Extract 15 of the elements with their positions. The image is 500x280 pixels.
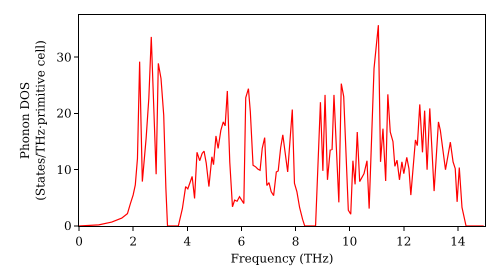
x-tick-label: 12 (396, 234, 412, 248)
y-tick-label: 10 (56, 162, 72, 177)
x-axis-title: Frequency (THz) (230, 251, 334, 266)
x-tick-label: 10 (342, 234, 358, 248)
x-tick-label: 14 (450, 234, 466, 248)
y-tick-label: 30 (56, 50, 72, 64)
x-tick-label: 6 (238, 234, 246, 248)
y-tick-label: 20 (56, 106, 72, 121)
line-series (79, 24, 484, 226)
x-tick-label: 8 (292, 234, 300, 248)
x-tick-label: 0 (75, 234, 83, 248)
y-tick-label: 0 (64, 219, 72, 234)
x-tick-label: 4 (183, 234, 192, 248)
x-tick-label: 2 (129, 234, 137, 248)
y-axis-title: Phonon DOS (States/THz·primitive cell) (18, 40, 48, 201)
